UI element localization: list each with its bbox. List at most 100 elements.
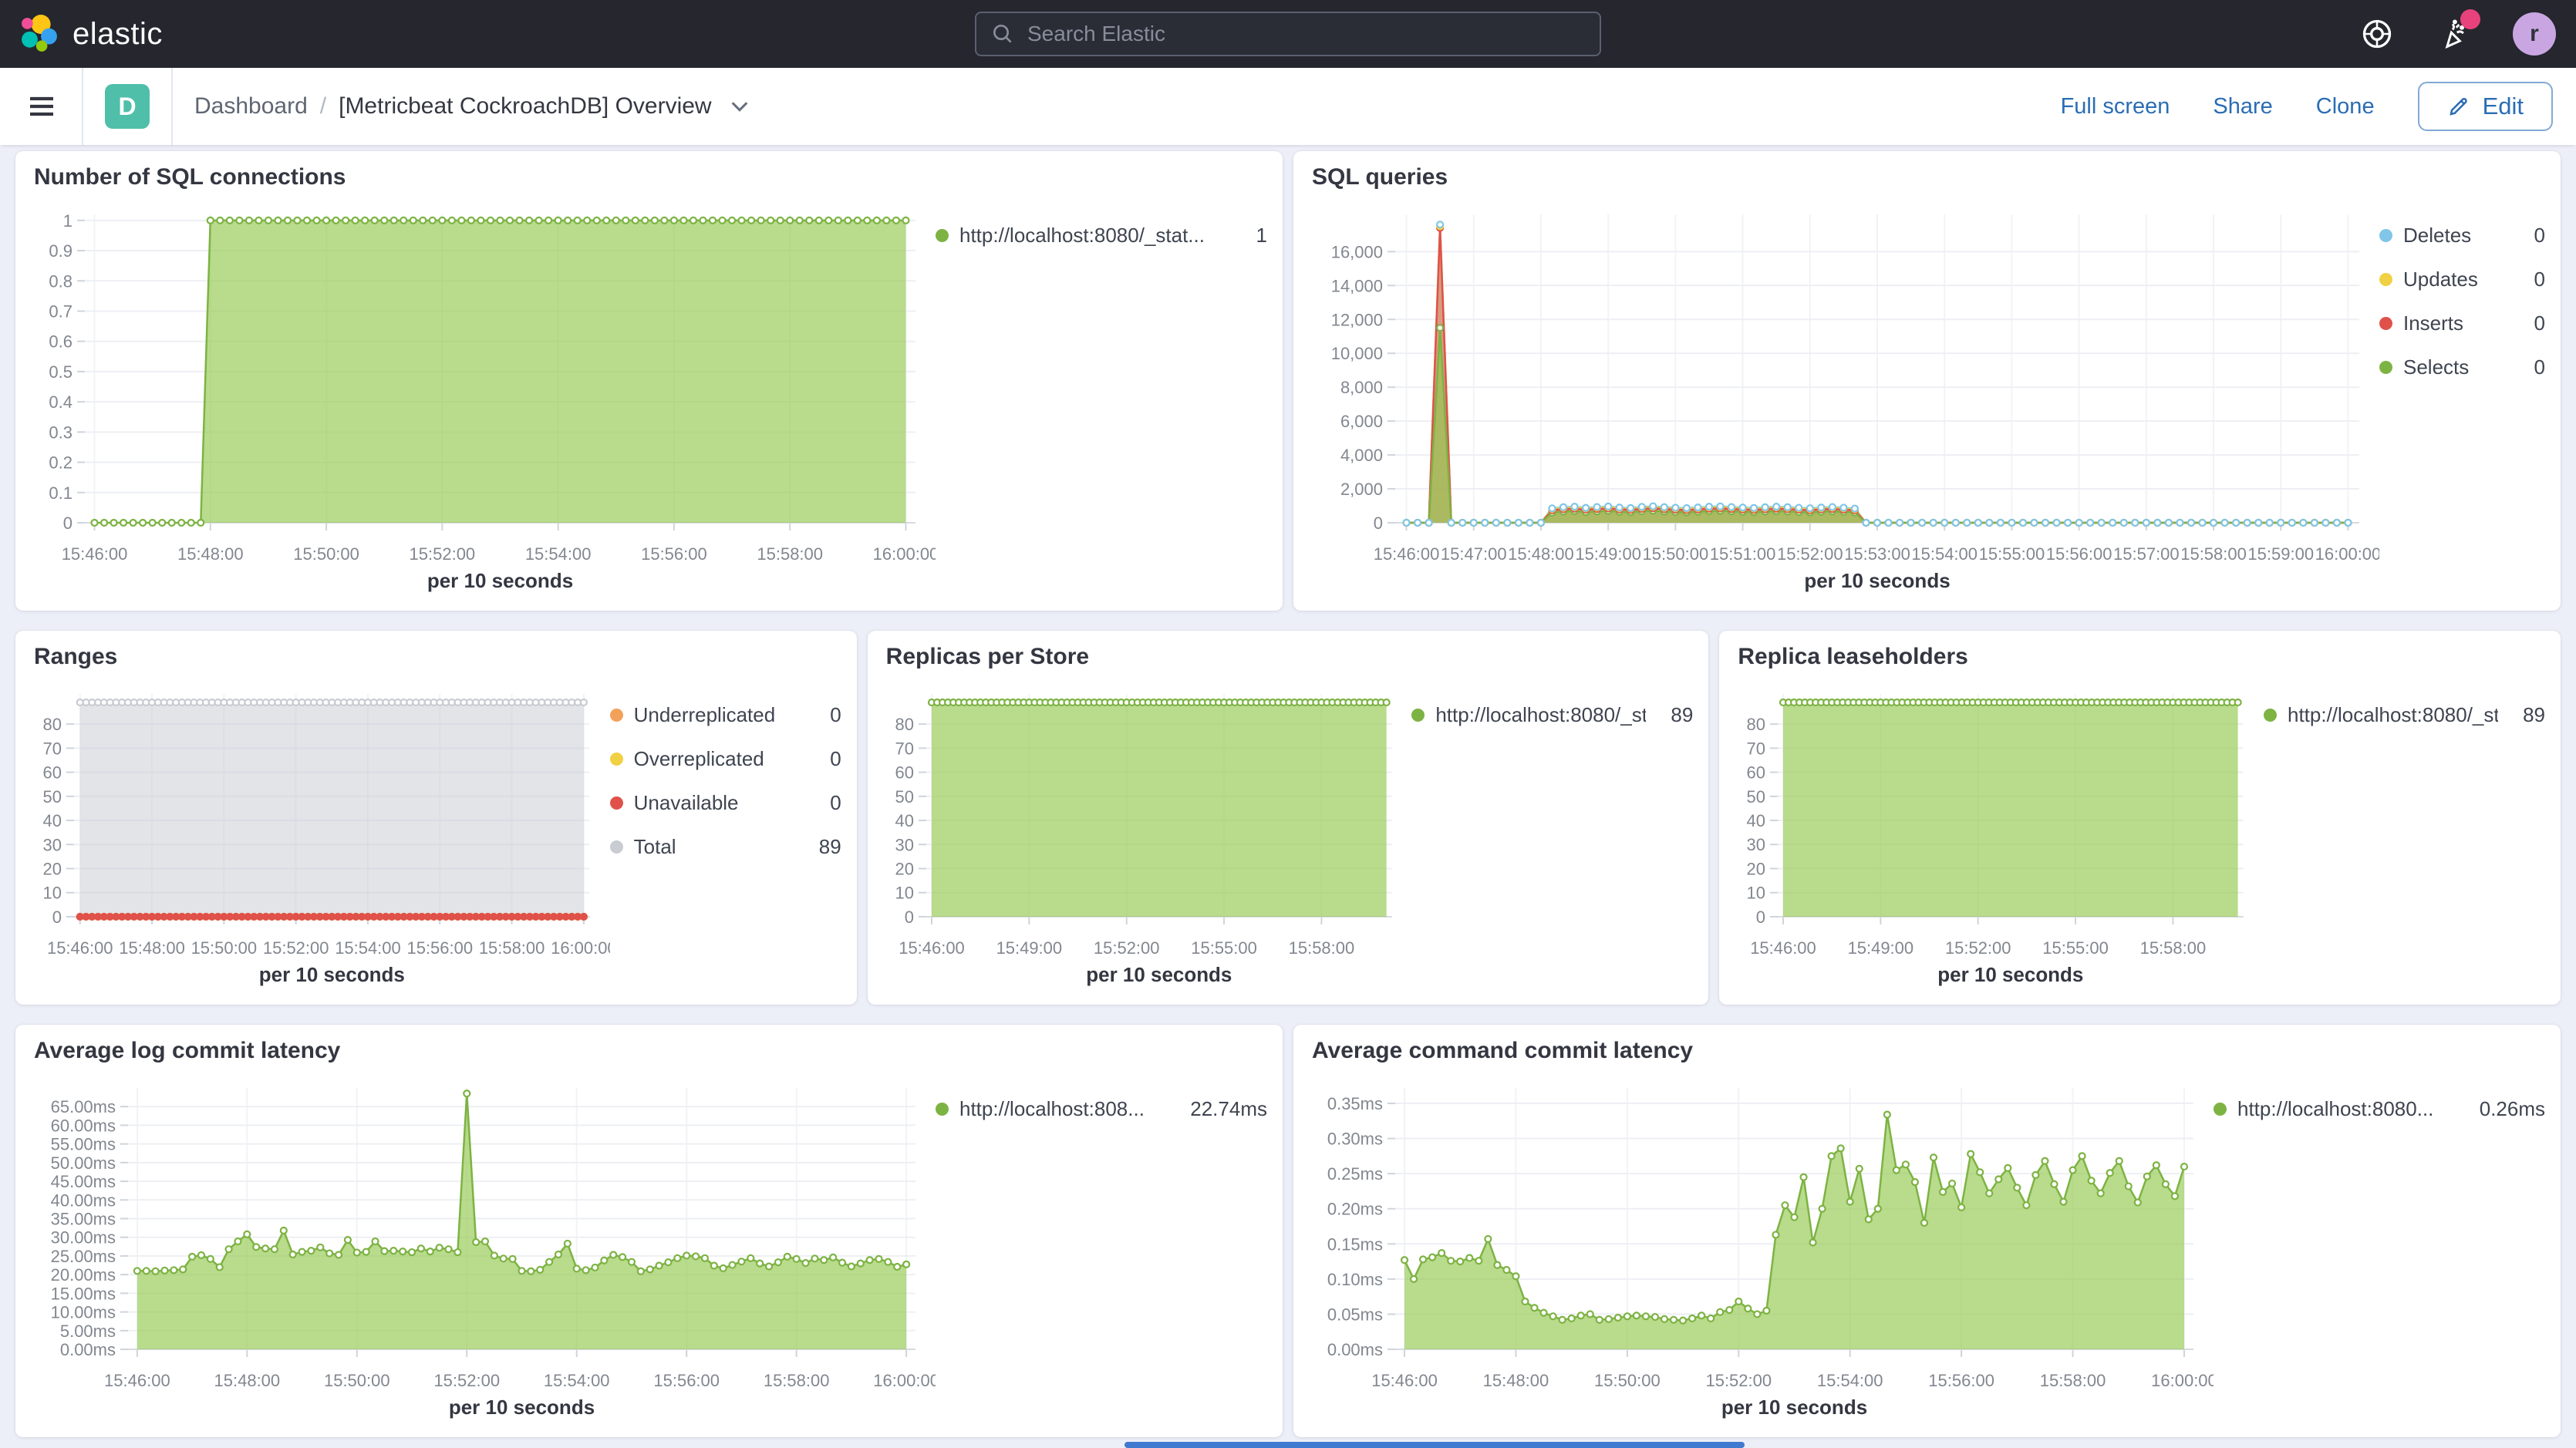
- svg-text:15:56:00: 15:56:00: [1928, 1371, 1994, 1390]
- page-title: [Metricbeat CockroachDB] Overview: [339, 93, 712, 120]
- legend-item[interactable]: http://localhost:8080/_stat...1: [936, 224, 1267, 248]
- panel-number-of-sql-connections: Number of SQL connections 15:46:0015:48:…: [15, 151, 1283, 611]
- svg-text:0.3: 0.3: [49, 423, 72, 442]
- chart-canvas[interactable]: 15:46:0015:48:0015:50:0015:52:0015:54:00…: [31, 193, 936, 600]
- legend-value: 1: [1242, 224, 1267, 248]
- divider: [171, 68, 173, 145]
- legend-value: 89: [2509, 703, 2545, 727]
- svg-text:8,000: 8,000: [1340, 378, 1383, 397]
- legend-label: Updates: [2403, 268, 2478, 291]
- chart-canvas[interactable]: 15:46:0015:48:0015:50:0015:52:0015:54:00…: [1309, 1066, 2214, 1426]
- svg-text:0.00ms: 0.00ms: [60, 1340, 116, 1359]
- legend-item[interactable]: Total89: [610, 835, 841, 859]
- elastic-logo[interactable]: [20, 15, 59, 53]
- svg-text:14,000: 14,000: [1331, 276, 1383, 295]
- legend-value: 0: [2520, 268, 2545, 291]
- svg-text:15:49:00: 15:49:00: [1575, 544, 1641, 564]
- svg-text:80: 80: [43, 715, 62, 734]
- legend-item[interactable]: http://localhost:8080...0.26ms: [2214, 1097, 2545, 1121]
- svg-text:15:52:00: 15:52:00: [410, 544, 476, 564]
- svg-text:15:52:00: 15:52:00: [1777, 544, 1843, 564]
- svg-text:15:58:00: 15:58:00: [479, 938, 545, 958]
- svg-text:per 10 seconds: per 10 seconds: [449, 1396, 595, 1419]
- legend-swatch: [2379, 361, 2392, 374]
- svg-text:per 10 seconds: per 10 seconds: [1804, 569, 1950, 592]
- svg-text:0.2: 0.2: [49, 453, 72, 473]
- chart-canvas[interactable]: 15:46:0015:47:0015:48:0015:49:0015:50:00…: [1309, 193, 2379, 600]
- legend-label: http://localhost:8080...: [2237, 1097, 2433, 1121]
- chevron-down-icon[interactable]: [729, 96, 750, 117]
- svg-text:10: 10: [1747, 884, 1765, 903]
- svg-text:15:50:00: 15:50:00: [1594, 1371, 1661, 1390]
- horizontal-scrollbar-thumb[interactable]: [1124, 1442, 1745, 1448]
- legend-item[interactable]: Deletes0: [2379, 224, 2545, 248]
- chart-legend: Deletes0 Updates 0 Inserts0 Selects0: [2379, 193, 2545, 600]
- menu-icon[interactable]: [23, 88, 60, 125]
- panel-title: Replica leaseholders: [1738, 643, 2545, 671]
- avatar[interactable]: r: [2513, 12, 2556, 56]
- svg-text:15:51:00: 15:51:00: [1710, 544, 1776, 564]
- svg-text:15:54:00: 15:54:00: [544, 1371, 610, 1390]
- svg-text:0: 0: [52, 908, 62, 927]
- svg-text:0.15ms: 0.15ms: [1327, 1234, 1383, 1254]
- svg-text:70: 70: [1747, 739, 1765, 758]
- svg-text:per 10 seconds: per 10 seconds: [1938, 963, 2084, 986]
- svg-text:15:54:00: 15:54:00: [525, 544, 592, 564]
- panel-title: Ranges: [34, 643, 841, 671]
- svg-text:15:58:00: 15:58:00: [764, 1371, 830, 1390]
- svg-text:15:56:00: 15:56:00: [2046, 544, 2112, 564]
- legend-swatch: [2379, 273, 2392, 286]
- legend-item[interactable]: http://localhost:8080/_sta...89: [2264, 703, 2545, 727]
- svg-text:40.00ms: 40.00ms: [51, 1190, 116, 1210]
- chart-canvas[interactable]: 15:46:0015:48:0015:50:0015:52:0015:54:00…: [31, 672, 610, 994]
- svg-text:0: 0: [63, 514, 72, 533]
- chart-canvas[interactable]: 15:46:0015:49:0015:52:0015:55:0015:58:00…: [1735, 672, 2264, 994]
- search-input[interactable]: [1027, 22, 1586, 46]
- legend-item[interactable]: http://localhost:8080/_sta...89: [1411, 703, 1693, 727]
- legend-swatch: [2214, 1103, 2227, 1116]
- legend-item[interactable]: Updates 0: [2379, 268, 2545, 291]
- svg-text:15:49:00: 15:49:00: [1848, 938, 1914, 958]
- svg-text:20: 20: [43, 859, 62, 878]
- legend-item[interactable]: Unavailable0: [610, 791, 841, 815]
- svg-text:15:59:00: 15:59:00: [2247, 544, 2314, 564]
- dashboard-app-badge[interactable]: D: [105, 84, 150, 129]
- pencil-icon: [2447, 95, 2470, 118]
- full-screen-button[interactable]: Full screen: [2061, 94, 2170, 120]
- edit-button[interactable]: Edit: [2418, 82, 2553, 131]
- legend-item[interactable]: Overreplicated0: [610, 747, 841, 771]
- svg-text:15:56:00: 15:56:00: [641, 544, 707, 564]
- legend-item[interactable]: Selects0: [2379, 355, 2545, 379]
- panel-sql-queries: SQL queries 15:46:0015:47:0015:48:0015:4…: [1293, 151, 2561, 611]
- svg-text:60: 60: [1747, 763, 1765, 783]
- svg-text:60: 60: [895, 763, 913, 783]
- svg-text:15:48:00: 15:48:00: [119, 938, 185, 958]
- breadcrumb-dashboard[interactable]: Dashboard: [194, 93, 308, 120]
- svg-text:0.7: 0.7: [49, 301, 72, 321]
- legend-item[interactable]: Inserts0: [2379, 311, 2545, 335]
- legend-swatch: [2379, 229, 2392, 242]
- share-button[interactable]: Share: [2213, 94, 2272, 120]
- legend-value: 22.74ms: [1176, 1097, 1267, 1121]
- svg-text:0: 0: [1756, 908, 1765, 927]
- legend-swatch: [610, 709, 623, 722]
- chart-canvas[interactable]: 15:46:0015:48:0015:50:0015:52:0015:54:00…: [31, 1066, 936, 1426]
- svg-text:15:55:00: 15:55:00: [1979, 544, 2045, 564]
- legend-label: Underreplicated: [634, 703, 776, 727]
- global-search[interactable]: [975, 12, 1601, 56]
- news-icon[interactable]: [2436, 15, 2473, 52]
- panel-title: Number of SQL connections: [34, 163, 1267, 191]
- svg-text:0.20ms: 0.20ms: [1327, 1200, 1383, 1219]
- panel-title: Average log commit latency: [34, 1037, 1267, 1065]
- chart-canvas[interactable]: 15:46:0015:49:0015:52:0015:55:0015:58:00…: [883, 672, 1412, 994]
- legend-value: 89: [1657, 703, 1693, 727]
- help-icon[interactable]: [2359, 15, 2396, 52]
- svg-text:55.00ms: 55.00ms: [51, 1135, 116, 1154]
- svg-text:15.00ms: 15.00ms: [51, 1284, 116, 1303]
- clone-button[interactable]: Clone: [2316, 94, 2375, 120]
- legend-item[interactable]: http://localhost:808...22.74ms: [936, 1097, 1267, 1121]
- svg-text:20: 20: [1747, 859, 1765, 878]
- legend-swatch: [2379, 317, 2392, 330]
- legend-item[interactable]: Underreplicated0: [610, 703, 841, 727]
- legend-swatch: [1411, 709, 1425, 722]
